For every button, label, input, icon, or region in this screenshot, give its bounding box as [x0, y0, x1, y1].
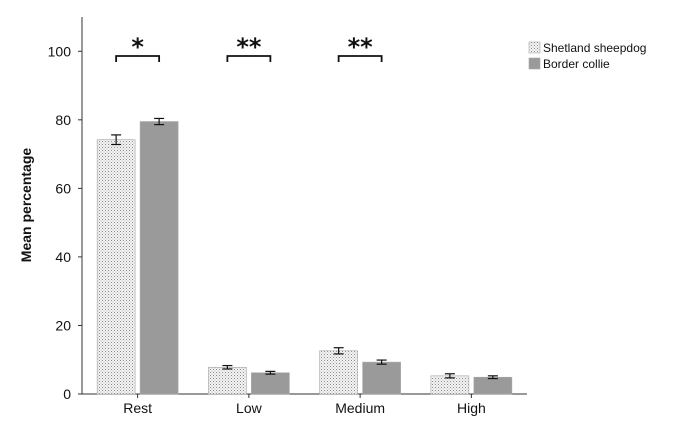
y-tick-label: 0	[63, 386, 71, 402]
bar	[430, 375, 470, 395]
bars	[96, 117, 513, 395]
x-tick-label: Medium	[335, 400, 385, 416]
significance-label: **	[348, 33, 374, 61]
significance-bracket	[115, 55, 161, 62]
legend-label: Border collie	[543, 57, 610, 71]
x-tick-label: High	[457, 400, 486, 416]
bar	[251, 372, 290, 395]
x-tick-label: Low	[236, 400, 263, 416]
bar	[319, 350, 358, 395]
axes: 0 20 40 60 80 100 Rest Low Medium High	[48, 17, 527, 416]
bar	[473, 376, 513, 395]
legend-label: Shetland sheepdog	[543, 41, 646, 55]
legend-swatch	[528, 57, 541, 70]
legend: Shetland sheepdog Border collie	[528, 41, 646, 71]
bar	[139, 121, 179, 395]
significance-label: **	[236, 33, 262, 61]
y-tick-label: 20	[55, 317, 71, 333]
bar	[362, 361, 401, 395]
bar	[96, 139, 136, 395]
bar	[208, 366, 247, 395]
significance-markers: * ** **	[115, 33, 383, 62]
y-tick-label: 80	[55, 112, 71, 128]
y-tick-label: 60	[55, 180, 71, 196]
y-axis-label: Mean percentage	[18, 148, 34, 263]
y-tick-label: 40	[55, 249, 71, 265]
y-tick-label: 100	[48, 43, 72, 59]
significance-bracket	[337, 55, 383, 62]
significance-label: *	[131, 33, 144, 61]
legend-swatch	[528, 41, 541, 54]
significance-bracket	[226, 55, 272, 62]
x-tick-label: Rest	[123, 400, 152, 416]
